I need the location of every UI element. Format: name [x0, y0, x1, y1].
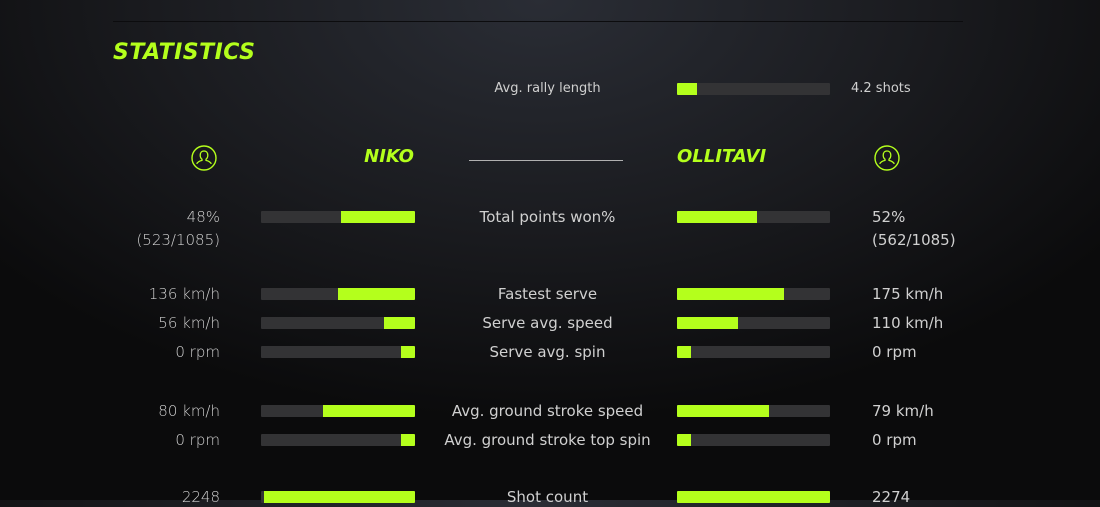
stat-row: 2248 Shot count 2274	[0, 487, 1100, 507]
right-bar	[677, 434, 830, 446]
left-bar-fill	[264, 491, 415, 503]
left-bar	[261, 317, 415, 329]
right-bar	[677, 211, 830, 223]
left-value: 56 km/h	[158, 314, 220, 332]
left-player-name: NIKO	[364, 146, 414, 167]
right-value: 0 rpm	[872, 431, 917, 449]
left-bar	[261, 346, 415, 358]
stat-row: 0 rpm Avg. ground stroke top spin 0 rpm	[0, 430, 1100, 450]
left-bar	[261, 405, 415, 417]
left-value: 0 rpm	[175, 343, 220, 361]
rally-value: 4.2 shots	[851, 81, 911, 96]
right-value: 52%	[872, 208, 906, 226]
stat-label: Avg. ground stroke top spin	[444, 431, 651, 449]
right-value: 175 km/h	[872, 285, 944, 303]
stat-row: 56 km/h Serve avg. speed 110 km/h	[0, 313, 1100, 333]
stat-row: 136 km/h Fastest serve 175 km/h	[0, 284, 1100, 304]
right-bar	[677, 288, 830, 300]
right-bar	[677, 405, 830, 417]
stat-row: 0 rpm Serve avg. spin 0 rpm	[0, 342, 1100, 362]
header-divider	[469, 160, 623, 161]
left-bar-fill	[338, 288, 415, 300]
left-bar	[261, 288, 415, 300]
stat-label: Serve avg. speed	[482, 314, 613, 332]
right-subvalue: (562/1085)	[872, 231, 956, 249]
rally-row: Avg. rally length 4.2 shots	[0, 79, 1100, 99]
stat-label: Avg. ground stroke speed	[451, 402, 644, 420]
right-bar-fill	[677, 405, 769, 417]
stat-label: Serve avg. spin	[489, 343, 606, 361]
right-value: 0 rpm	[872, 343, 917, 361]
right-bar-fill	[677, 288, 785, 300]
rally-bar	[677, 83, 830, 95]
right-bar	[677, 317, 830, 329]
left-value: 80 km/h	[158, 402, 220, 420]
left-bar-fill	[401, 434, 415, 446]
right-bar-fill	[677, 317, 739, 329]
stat-label: Shot count	[506, 488, 589, 506]
left-bar-fill	[341, 211, 415, 223]
section-title: STATISTICS	[113, 40, 256, 65]
right-value: 79 km/h	[872, 402, 934, 420]
left-bar	[261, 434, 415, 446]
right-value: 110 km/h	[872, 314, 944, 332]
left-bar	[261, 211, 415, 223]
right-bar	[677, 346, 830, 358]
right-bar-fill	[677, 346, 691, 358]
user-circle-icon	[191, 145, 217, 171]
stat-label: Total points won%	[479, 208, 616, 226]
left-bar-fill	[322, 405, 415, 417]
left-value: 136 km/h	[148, 285, 220, 303]
user-circle-icon	[874, 145, 900, 171]
right-player-name: OLLITAVI	[677, 146, 767, 167]
left-value: 0 rpm	[175, 431, 220, 449]
right-bar-fill	[677, 491, 830, 503]
left-bar	[261, 491, 415, 503]
rally-label: Avg. rally length	[494, 81, 601, 96]
right-bar-fill	[677, 211, 757, 223]
stat-row: 48% (523/1085) Total points won% 52% (562/10…	[0, 207, 1100, 249]
right-bar-fill	[677, 434, 691, 446]
stat-label: Fastest serve	[497, 285, 598, 303]
left-value: 2248	[181, 488, 220, 506]
left-value: 48%	[186, 208, 220, 226]
top-divider	[113, 21, 963, 22]
right-bar	[677, 491, 830, 503]
right-value: 2274	[872, 488, 911, 506]
left-bar-fill	[401, 346, 415, 358]
left-bar-fill	[384, 317, 415, 329]
left-subvalue: (523/1085)	[136, 231, 220, 249]
rally-bar-fill	[677, 83, 697, 95]
stat-row: 80 km/h Avg. ground stroke speed 79 km/h	[0, 401, 1100, 421]
